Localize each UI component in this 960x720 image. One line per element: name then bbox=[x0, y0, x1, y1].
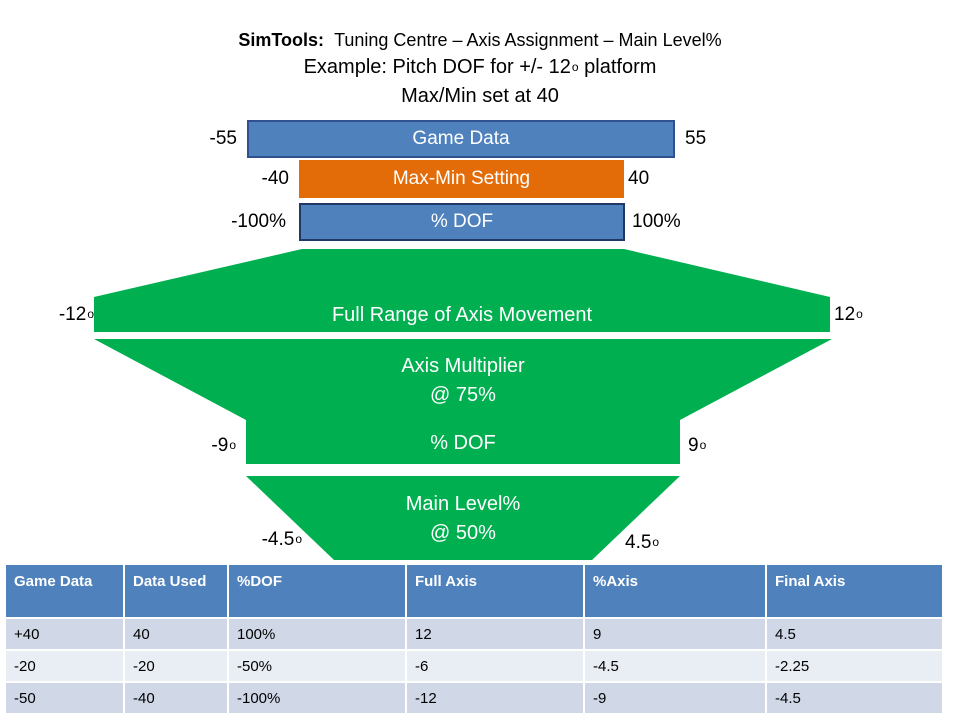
full-range-min: -12o bbox=[59, 303, 94, 328]
table-cell: -4.5 bbox=[583, 649, 766, 682]
header-full-axis: Full Axis bbox=[405, 565, 584, 618]
table-cell: -50% bbox=[227, 649, 406, 682]
title-bold: SimTools: bbox=[238, 30, 325, 50]
title-rest: Tuning Centre – Axis Assignment – Main L… bbox=[334, 30, 722, 50]
main-level-shape bbox=[246, 476, 680, 560]
table-row: -50 -40 -100% -12 -9 -4.5 bbox=[6, 681, 942, 713]
axis-multiplier-shape bbox=[94, 339, 832, 464]
subtitle-suffix: platform bbox=[578, 56, 657, 78]
table-cell: -40 bbox=[123, 681, 228, 713]
axis-multiplier-label: Axis Multiplier bbox=[401, 355, 525, 377]
game-data-min: -55 bbox=[209, 128, 237, 149]
table-header-row: Game Data Data Used %DOF Full Axis %Axis… bbox=[6, 565, 942, 618]
main-level-value: @ 50% bbox=[430, 522, 496, 544]
table-cell: 9 bbox=[583, 617, 766, 650]
subtitle-main: Example: Pitch DOF for +/- 12 bbox=[303, 56, 571, 78]
stage-dof-min: -9o bbox=[211, 434, 236, 459]
pct-dof-label: % DOF bbox=[430, 211, 494, 232]
header-game-data: Game Data bbox=[6, 565, 124, 618]
full-range-min-value: -12 bbox=[58, 304, 87, 325]
table-cell: +40 bbox=[6, 617, 124, 650]
axis-multiplier-value: @ 75% bbox=[430, 384, 496, 406]
table-cell: -100% bbox=[227, 681, 406, 713]
pct-dof-min: -100% bbox=[231, 211, 286, 232]
diagram-subtitle: Example: Pitch DOF for +/- 12o platform bbox=[0, 54, 960, 82]
main-level-min: -4.5o bbox=[262, 528, 302, 553]
degree-symbol: o bbox=[652, 535, 660, 549]
table-cell: -9 bbox=[583, 681, 766, 713]
main-level-min-value: -4.5 bbox=[261, 529, 295, 550]
degree-symbol: o bbox=[295, 532, 302, 546]
table-cell: -12 bbox=[405, 681, 584, 713]
header-final-axis: Final Axis bbox=[765, 565, 942, 618]
game-data-bar: Game Data bbox=[247, 120, 675, 158]
header-pct-axis: %Axis bbox=[583, 565, 766, 618]
table-cell: -20 bbox=[123, 649, 228, 682]
table-row: -20 -20 -50% -6 -4.5 -2.25 bbox=[6, 649, 942, 682]
degree-symbol: o bbox=[856, 307, 863, 321]
table-cell: 40 bbox=[123, 617, 228, 650]
max-min-min: -40 bbox=[261, 168, 289, 189]
stage-dof-label: % DOF bbox=[430, 432, 496, 454]
table-cell: -50 bbox=[6, 681, 124, 713]
full-range-max-value: 12 bbox=[834, 304, 856, 325]
table-cell: -6 bbox=[405, 649, 584, 682]
degree-symbol: o bbox=[571, 60, 579, 74]
axis-calculation-table: Game Data Data Used %DOF Full Axis %Axis… bbox=[6, 565, 942, 713]
table-cell: -4.5 bbox=[765, 681, 942, 713]
header-data-used: Data Used bbox=[123, 565, 228, 618]
stage-dof-min-value: -9 bbox=[211, 435, 229, 456]
degree-symbol: o bbox=[699, 438, 707, 452]
main-level-label: Main Level% bbox=[405, 493, 521, 515]
max-min-setting-bar: Max-Min Setting bbox=[299, 160, 624, 198]
table-cell: -2.25 bbox=[765, 649, 942, 682]
degree-symbol: o bbox=[229, 438, 236, 452]
stage-dof-max-value: 9 bbox=[688, 435, 699, 456]
header-pct-dof: %DOF bbox=[227, 565, 406, 618]
pct-dof-bar: % DOF bbox=[299, 203, 625, 241]
pct-dof-max: 100% bbox=[632, 211, 681, 232]
main-level-max-value: 4.5 bbox=[625, 532, 652, 553]
game-data-label: Game Data bbox=[412, 128, 510, 149]
stage-dof-max: 9o bbox=[688, 434, 706, 459]
table-cell: 4.5 bbox=[765, 617, 942, 650]
full-range-shape bbox=[94, 249, 830, 332]
game-data-max: 55 bbox=[685, 128, 707, 149]
degree-symbol: o bbox=[87, 307, 94, 321]
max-min-label: Max-Min Setting bbox=[392, 168, 531, 189]
table-cell: 12 bbox=[405, 617, 584, 650]
main-level-max: 4.5o bbox=[625, 531, 659, 556]
table-cell: -20 bbox=[6, 649, 124, 682]
diagram-subtitle-2: Max/Min set at 40 bbox=[401, 85, 559, 107]
full-range-max: 12o bbox=[834, 303, 863, 328]
diagram-title: SimTools: Tuning Centre – Axis Assignmen… bbox=[0, 28, 960, 52]
table-cell: 100% bbox=[227, 617, 406, 650]
max-min-max: 40 bbox=[628, 168, 650, 189]
full-range-label: Full Range of Axis Movement bbox=[331, 304, 593, 326]
table-row: +40 40 100% 12 9 4.5 bbox=[6, 617, 942, 650]
